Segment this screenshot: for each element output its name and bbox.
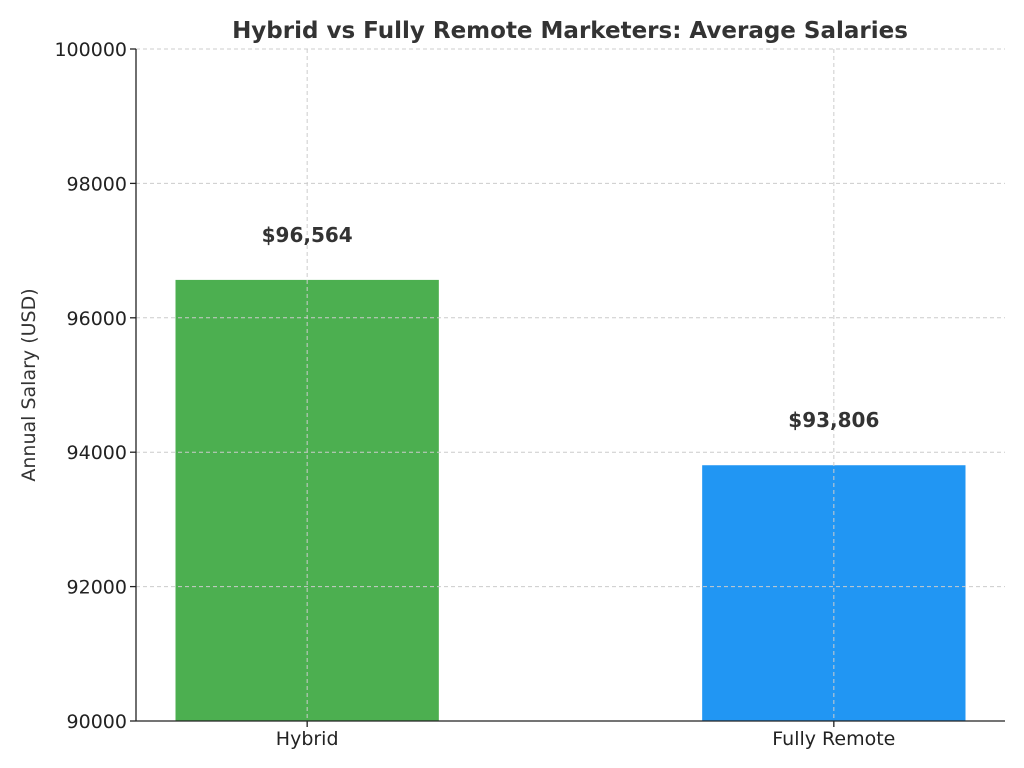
x-tick-label: Fully Remote <box>772 728 895 750</box>
x-tick-label: Hybrid <box>276 728 339 750</box>
y-axis-label: Annual Salary (USD) <box>18 288 40 481</box>
data-label: $96,564 <box>262 223 353 247</box>
y-tick-label: 98000 <box>67 173 127 195</box>
y-tick-label: 90000 <box>67 711 127 733</box>
y-tick-label: 100000 <box>54 39 127 61</box>
data-label: $93,806 <box>788 408 879 432</box>
bars <box>175 279 966 721</box>
y-tick-label: 94000 <box>67 442 127 464</box>
y-tick-label: 96000 <box>67 308 127 330</box>
labels: 90000 92000 94000 96000 98000 100000 Hybrid Ful… <box>54 39 895 750</box>
chart-title: Hybrid vs Fully Remote Marketers: Averag… <box>232 18 908 44</box>
axes <box>130 48 1005 727</box>
y-tick-label: 92000 <box>67 577 127 599</box>
